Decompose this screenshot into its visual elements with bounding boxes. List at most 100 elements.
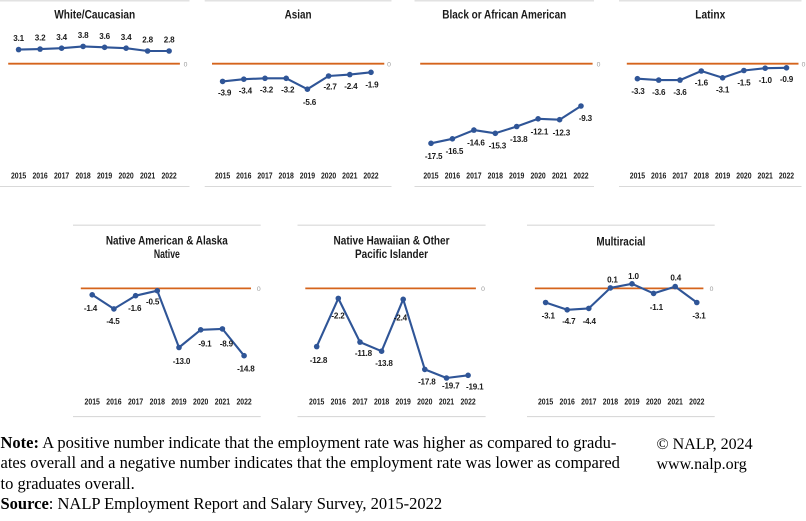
svg-text:2022: 2022 bbox=[573, 171, 589, 181]
svg-text:0: 0 bbox=[184, 61, 188, 68]
svg-text:2019: 2019 bbox=[97, 171, 113, 181]
svg-text:2018: 2018 bbox=[374, 396, 390, 406]
svg-text:-3.3: -3.3 bbox=[631, 87, 645, 96]
svg-text:3.6: 3.6 bbox=[99, 32, 110, 41]
svg-text:2020: 2020 bbox=[193, 396, 209, 406]
svg-text:2019: 2019 bbox=[624, 396, 640, 406]
svg-text:-17.8: -17.8 bbox=[418, 378, 436, 387]
svg-text:-1.0: -1.0 bbox=[759, 76, 773, 85]
svg-text:2017: 2017 bbox=[466, 171, 482, 181]
svg-text:-3.1: -3.1 bbox=[692, 312, 706, 321]
svg-text:3.4: 3.4 bbox=[121, 33, 132, 42]
svg-text:2020: 2020 bbox=[417, 396, 433, 406]
svg-text:2016: 2016 bbox=[445, 171, 461, 181]
svg-text:2015: 2015 bbox=[423, 171, 439, 181]
svg-text:2020: 2020 bbox=[736, 171, 752, 181]
svg-text:-2.4: -2.4 bbox=[394, 313, 408, 322]
svg-text:-3.2: -3.2 bbox=[281, 86, 295, 95]
svg-text:-0.9: -0.9 bbox=[780, 75, 794, 84]
svg-text:3.4: 3.4 bbox=[56, 33, 67, 42]
svg-text:Black or African American: Black or African American bbox=[442, 8, 566, 22]
svg-text:2021: 2021 bbox=[668, 396, 684, 406]
svg-text:2019: 2019 bbox=[509, 171, 525, 181]
svg-text:-3.6: -3.6 bbox=[652, 88, 666, 97]
svg-text:-14.6: -14.6 bbox=[467, 138, 485, 147]
svg-text:2021: 2021 bbox=[552, 171, 568, 181]
svg-text:-4.4: -4.4 bbox=[583, 317, 597, 326]
svg-text:2.8: 2.8 bbox=[142, 36, 153, 45]
svg-text:Latinx: Latinx bbox=[695, 8, 725, 22]
svg-text:2015: 2015 bbox=[11, 171, 27, 181]
svg-text:2022: 2022 bbox=[689, 396, 705, 406]
svg-text:-12.1: -12.1 bbox=[531, 128, 549, 137]
svg-text:2015: 2015 bbox=[85, 396, 101, 406]
svg-text:-3.1: -3.1 bbox=[716, 86, 730, 95]
svg-text:2021: 2021 bbox=[215, 396, 231, 406]
svg-text:-16.5: -16.5 bbox=[446, 147, 464, 156]
svg-text:2018: 2018 bbox=[488, 171, 504, 181]
svg-text:2022: 2022 bbox=[161, 171, 177, 181]
svg-text:2021: 2021 bbox=[758, 171, 774, 181]
svg-text:-1.5: -1.5 bbox=[737, 78, 751, 87]
svg-text:3.8: 3.8 bbox=[78, 31, 89, 40]
svg-text:-14.8: -14.8 bbox=[237, 365, 255, 374]
svg-text:-3.2: -3.2 bbox=[260, 86, 274, 95]
svg-text:0.1: 0.1 bbox=[607, 275, 618, 284]
svg-text:-1.6: -1.6 bbox=[128, 304, 142, 313]
svg-text:White/Caucasian: White/Caucasian bbox=[54, 8, 135, 22]
svg-text:2018: 2018 bbox=[150, 396, 166, 406]
svg-text:2016: 2016 bbox=[331, 396, 347, 406]
svg-text:2.8: 2.8 bbox=[164, 36, 175, 45]
svg-text:-2.7: -2.7 bbox=[324, 83, 338, 92]
svg-text:-13.8: -13.8 bbox=[375, 359, 393, 368]
svg-text:-15.3: -15.3 bbox=[489, 142, 507, 151]
svg-text:3.2: 3.2 bbox=[35, 34, 46, 43]
svg-text:Asian: Asian bbox=[285, 8, 312, 22]
svg-text:-11.8: -11.8 bbox=[355, 349, 373, 358]
svg-text:2018: 2018 bbox=[279, 171, 295, 181]
svg-text:2016: 2016 bbox=[106, 396, 122, 406]
svg-text:-12.8: -12.8 bbox=[310, 356, 328, 365]
svg-text:-1.6: -1.6 bbox=[695, 79, 709, 88]
svg-text:2020: 2020 bbox=[118, 171, 134, 181]
svg-text:2017: 2017 bbox=[128, 396, 144, 406]
svg-text:1.0: 1.0 bbox=[628, 272, 639, 281]
svg-text:Multiracial: Multiracial bbox=[596, 235, 645, 249]
svg-text:0.4: 0.4 bbox=[670, 273, 681, 282]
svg-text:-5.6: -5.6 bbox=[303, 98, 317, 107]
svg-text:Native Hawaiian & Other: Native Hawaiian & Other bbox=[334, 233, 450, 247]
svg-text:-2.2: -2.2 bbox=[331, 311, 345, 320]
svg-text:2017: 2017 bbox=[54, 171, 70, 181]
svg-text:-17.5: -17.5 bbox=[425, 152, 443, 161]
svg-text:-9.1: -9.1 bbox=[198, 339, 212, 348]
svg-text:2019: 2019 bbox=[171, 396, 187, 406]
svg-text:2017: 2017 bbox=[672, 171, 688, 181]
svg-text:2022: 2022 bbox=[236, 396, 252, 406]
svg-text:-9.3: -9.3 bbox=[579, 114, 593, 123]
svg-text:0: 0 bbox=[710, 286, 714, 293]
svg-text:2016: 2016 bbox=[651, 171, 667, 181]
svg-text:-19.7: -19.7 bbox=[442, 381, 460, 390]
svg-text:Pacific Islander: Pacific Islander bbox=[355, 247, 428, 261]
svg-text:2022: 2022 bbox=[460, 396, 476, 406]
svg-text:2018: 2018 bbox=[694, 171, 710, 181]
svg-text:0: 0 bbox=[802, 61, 806, 68]
svg-text:2019: 2019 bbox=[396, 396, 412, 406]
svg-text:2020: 2020 bbox=[321, 171, 337, 181]
svg-text:Native American & Alaska: Native American & Alaska bbox=[106, 233, 228, 247]
svg-text:2017: 2017 bbox=[352, 396, 368, 406]
svg-text:-1.4: -1.4 bbox=[84, 304, 98, 313]
svg-text:2015: 2015 bbox=[215, 171, 231, 181]
svg-text:-3.1: -3.1 bbox=[542, 311, 556, 320]
svg-text:-8.9: -8.9 bbox=[220, 339, 234, 348]
svg-text:2020: 2020 bbox=[530, 171, 546, 181]
svg-text:-19.1: -19.1 bbox=[466, 383, 484, 392]
svg-text:2017: 2017 bbox=[257, 171, 273, 181]
svg-text:2022: 2022 bbox=[363, 171, 379, 181]
svg-text:2021: 2021 bbox=[342, 171, 358, 181]
svg-text:-2.4: -2.4 bbox=[344, 82, 358, 91]
svg-text:-13.0: -13.0 bbox=[173, 357, 191, 366]
svg-text:2018: 2018 bbox=[75, 171, 91, 181]
svg-text:0: 0 bbox=[597, 61, 601, 68]
svg-text:-4.5: -4.5 bbox=[106, 317, 120, 326]
